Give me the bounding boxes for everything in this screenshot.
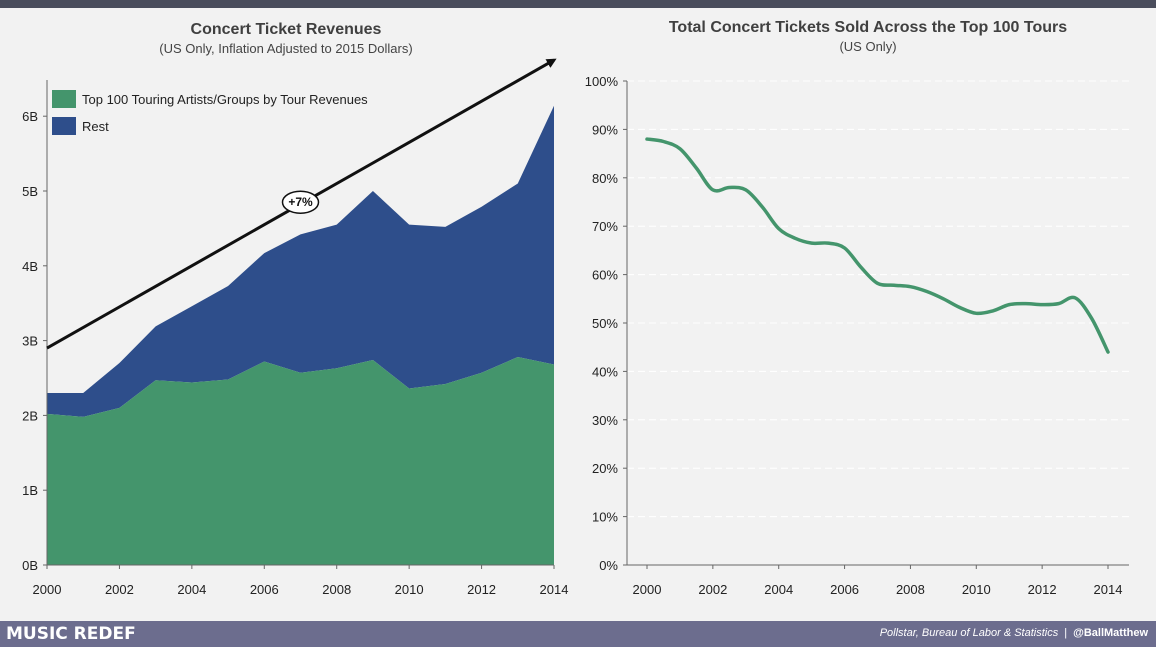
legend-label-top100: Top 100 Touring Artists/Groups by Tour R… — [82, 92, 368, 107]
area-series-top100 — [47, 357, 554, 565]
x-tick-label: 2006 — [250, 582, 279, 597]
legend-swatch-rest — [52, 117, 76, 135]
y-tick-label: 3B — [22, 334, 38, 349]
trend-label-bubble — [281, 190, 320, 214]
revenue-chart-title: Concert Ticket Revenues — [191, 21, 382, 38]
y-tick-label: 2B — [22, 408, 38, 423]
x-tick-label: 2006 — [830, 582, 859, 597]
x-tick-label: 2002 — [698, 582, 727, 597]
y-tick-label: 50% — [592, 316, 618, 331]
revenue-chart-subtitle: (US Only, Inflation Adjusted to 2015 Dol… — [159, 41, 412, 56]
charts-canvas: Concert Ticket Revenues (US Only, Inflat… — [22, 19, 1129, 597]
x-tick-label: 2004 — [177, 582, 206, 597]
y-tick-label: 20% — [592, 461, 618, 476]
x-tick-label: 2012 — [1028, 582, 1057, 597]
y-tick-label: 90% — [592, 122, 618, 137]
y-tick-label: 6B — [22, 109, 38, 124]
y-tick-label: 0% — [599, 558, 618, 573]
x-tick-label: 2002 — [105, 582, 134, 597]
y-tick-label: 40% — [592, 364, 618, 379]
tickets-chart-subtitle: (US Only) — [839, 39, 896, 54]
x-tick-label: 2004 — [764, 582, 793, 597]
y-tick-label: 4B — [22, 259, 38, 274]
y-tick-label: 0B — [22, 558, 38, 573]
x-tick-label: 2010 — [962, 582, 991, 597]
x-tick-label: 2008 — [322, 582, 351, 597]
y-tick-label: 100% — [585, 74, 619, 89]
tickets-share-line — [645, 137, 1110, 354]
legend-label-rest: Rest — [82, 119, 109, 134]
x-tick-label: 2008 — [896, 582, 925, 597]
y-tick-label: 30% — [592, 413, 618, 428]
y-tick-label: 60% — [592, 268, 618, 283]
source-text: Pollstar, Bureau of Labor & Statistics — [879, 627, 1059, 639]
x-tick-label: 2014 — [540, 582, 569, 597]
source-credit: Pollstar, Bureau of Labor & Statistics | @… — [880, 627, 1148, 639]
y-tick-label: 5B — [22, 184, 38, 199]
area-series-rest — [47, 105, 554, 417]
author-handle: @BallMatthew — [1073, 627, 1148, 639]
top-bar — [0, 0, 1156, 8]
y-tick-label: 10% — [592, 510, 618, 525]
x-tick-label: 2000 — [33, 582, 62, 597]
tickets-chart-title: Total Concert Tickets Sold Across the To… — [669, 19, 1067, 36]
brand-logo: MUSIC REDEF — [6, 624, 136, 644]
y-tick-label: 70% — [592, 219, 618, 234]
y-tick-label: 1B — [22, 483, 38, 498]
legend-swatch-top100 — [52, 90, 76, 108]
y-tick-label: 80% — [592, 171, 618, 186]
footer-bar: MUSIC REDEF Pollstar, Bureau of Labor & … — [0, 621, 1156, 647]
x-tick-label: 2000 — [633, 582, 662, 597]
separator: | — [1064, 627, 1068, 639]
x-tick-label: 2010 — [395, 582, 424, 597]
x-tick-label: 2014 — [1094, 582, 1123, 597]
tickets-share-chart: Total Concert Tickets Sold Across the To… — [585, 19, 1129, 597]
revenue-chart: Concert Ticket Revenues (US Only, Inflat… — [22, 21, 568, 597]
trend-label: +7% — [288, 195, 313, 209]
x-tick-label: 2012 — [467, 582, 496, 597]
